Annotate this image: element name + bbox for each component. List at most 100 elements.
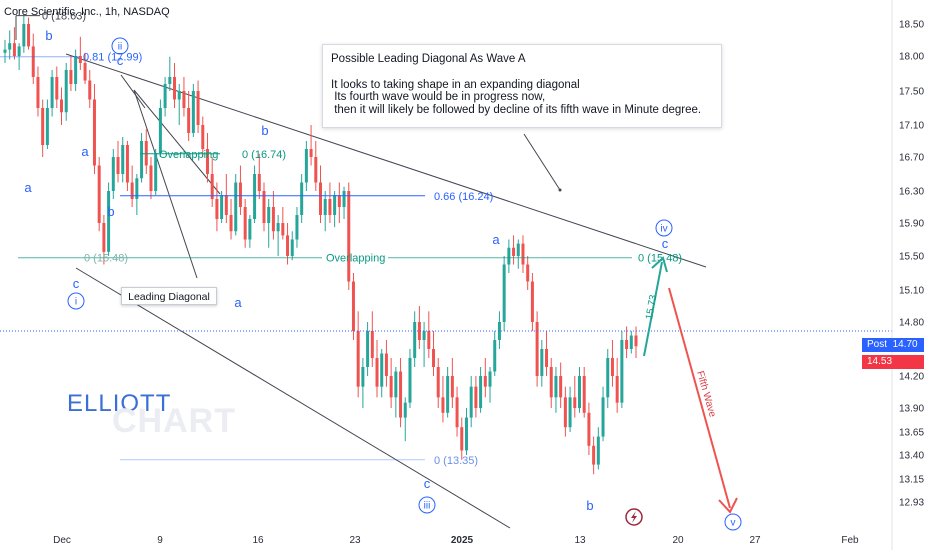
- candle-body: [389, 376, 393, 398]
- wave-label-b-top: b: [261, 123, 268, 138]
- candle-body: [545, 349, 549, 367]
- candle-body: [229, 215, 233, 232]
- wave-label-c-bottom: c: [424, 476, 431, 491]
- candle-body: [446, 376, 450, 413]
- x-tick-label: 23: [349, 535, 361, 546]
- up-arrow-shaft: [643, 261, 663, 357]
- analysis-note[interactable]: Possible Leading Diagonal As Wave A It lo…: [322, 44, 722, 128]
- candle-body: [173, 77, 177, 100]
- lightning-icon-glyph: [631, 511, 637, 523]
- x-tick-label: Dec: [53, 535, 71, 546]
- post-price-tag: Post 14.70: [862, 338, 924, 352]
- candle-body: [479, 376, 483, 408]
- post-label: Post: [867, 339, 888, 350]
- candle-body: [610, 358, 614, 376]
- y-tick-label: 18.50: [899, 20, 924, 31]
- chart-title: Core Scientific, Inc., 1h, NASDAQ: [4, 6, 170, 18]
- x-tick-label: 16: [252, 535, 264, 546]
- y-tick-label: 14.80: [899, 318, 924, 329]
- candle-body: [483, 376, 487, 387]
- y-tick-label: 15.50: [899, 252, 924, 263]
- candle-body: [563, 397, 567, 428]
- candle-body: [116, 157, 120, 174]
- candle-body: [507, 247, 511, 265]
- y-tick-label: 17.50: [899, 87, 924, 98]
- candle-body: [154, 153, 158, 191]
- candle-body: [587, 412, 591, 446]
- candle-body: [526, 264, 530, 282]
- trend-line-0: [65, 53, 707, 268]
- candle-body: [187, 108, 191, 133]
- candle-body: [201, 125, 205, 149]
- candle-body: [455, 397, 459, 428]
- candle-body: [210, 174, 214, 199]
- y-tick-label: 17.10: [899, 121, 924, 132]
- candle-body: [158, 108, 162, 153]
- candle-body: [375, 358, 379, 387]
- y-axis: 18.50 18.00 17.50 17.10 16.70 16.30 15.90 15.50…: [891, 0, 924, 550]
- wave-label-b-right: b: [586, 498, 593, 513]
- candle-body: [432, 349, 436, 367]
- trend-line-2: [133, 89, 221, 195]
- candle-body: [615, 376, 619, 403]
- candle-body: [78, 56, 82, 63]
- y-tick-label: 15.90: [899, 219, 924, 230]
- candle-body: [408, 358, 412, 403]
- candle-body: [403, 402, 407, 418]
- trend-line-5: [120, 74, 146, 109]
- candle-body: [356, 331, 360, 387]
- candle-body: [88, 80, 92, 100]
- candle-body: [97, 165, 101, 223]
- x-tick-label: 13: [574, 535, 586, 546]
- candle-body: [516, 243, 520, 256]
- wave-label-ii: ii: [118, 42, 122, 53]
- up-arrow-value: 15.73: [644, 294, 659, 321]
- candle-body: [12, 43, 16, 56]
- x-tick-label: Feb: [841, 535, 859, 546]
- candle-body: [521, 243, 525, 265]
- candle-body: [606, 358, 610, 398]
- candle-body: [370, 331, 374, 358]
- wave-label-b1: b: [45, 28, 52, 43]
- candle-body: [224, 195, 228, 215]
- candle-body: [22, 24, 26, 47]
- candle-body: [464, 417, 468, 451]
- y-tick-label: 18.00: [899, 52, 924, 63]
- down-arrow-shaft: [668, 287, 731, 509]
- candle-body: [314, 157, 318, 183]
- candle-body: [304, 149, 308, 183]
- candle-body: [83, 63, 87, 81]
- candle-body: [55, 77, 59, 100]
- candle-body: [262, 191, 266, 223]
- candle-body: [413, 322, 417, 358]
- leading-diagonal-label[interactable]: Leading Diagonal: [121, 287, 217, 305]
- wave-label-v-ring: [724, 513, 742, 531]
- candle-body: [319, 182, 322, 215]
- candle-body: [191, 91, 195, 133]
- wave-label-a-mid: a: [81, 144, 89, 159]
- trend-line-1: [75, 267, 511, 529]
- candle-body: [50, 77, 54, 108]
- y-tick-label: 14.20: [899, 372, 924, 383]
- candle-body: [577, 376, 581, 408]
- candle-body: [234, 182, 238, 232]
- candle-body: [125, 145, 129, 183]
- candle-body: [629, 335, 633, 349]
- candle-body: [323, 199, 327, 215]
- fib-levels: 0 (18.63) 0.81 (17.99) 0 (16.74) 0.66 (16.2…: [0, 11, 682, 467]
- candle-body: [634, 335, 638, 347]
- candle-body: [582, 376, 586, 413]
- candle-body: [177, 91, 181, 100]
- candle-body: [380, 353, 384, 387]
- candles: [0, 15, 892, 475]
- candle-body: [140, 141, 144, 179]
- lightning-icon: [625, 508, 643, 526]
- fib-label: 0.81 (17.99): [83, 52, 142, 64]
- candle-body: [220, 195, 224, 219]
- fib-label: 0 (13.35): [434, 455, 478, 467]
- wave-label-ii-ring: [111, 37, 129, 55]
- candle-body: [3, 49, 7, 53]
- candle-body: [286, 235, 290, 256]
- candle-body: [8, 43, 12, 50]
